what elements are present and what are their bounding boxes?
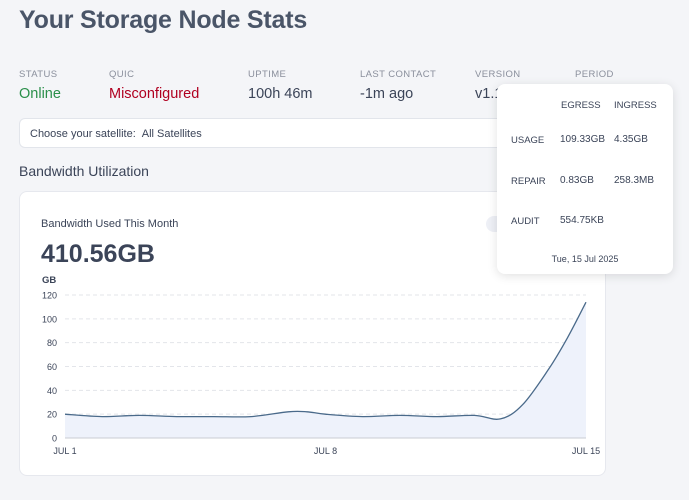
bandwidth-line bbox=[65, 302, 586, 419]
tooltip-row-label: USAGE bbox=[511, 135, 544, 146]
tooltip-row-label: REPAIR bbox=[511, 176, 546, 187]
stat-label: UPTIME bbox=[248, 69, 313, 80]
x-tick-label: JUL 15 bbox=[572, 446, 600, 456]
tooltip-usage-ingress: 4.35GB bbox=[614, 134, 648, 145]
satellite-selector[interactable]: Choose your satellite: All Satellites bbox=[19, 118, 559, 148]
chart-tooltip: EGRESS INGRESS USAGE 109.33GB 4.35GB REP… bbox=[497, 84, 673, 274]
y-tick-label: 120 bbox=[42, 291, 57, 301]
quic-value: Misconfigured bbox=[109, 86, 199, 102]
stat-label: STATUS bbox=[19, 69, 61, 80]
stat-label: LAST CONTACT bbox=[360, 69, 436, 80]
tooltip-repair-ingress: 258.3MB bbox=[614, 175, 654, 186]
y-tick-label: 80 bbox=[47, 338, 57, 348]
stat-label: PERIOD bbox=[575, 69, 614, 80]
y-tick-label: 60 bbox=[47, 362, 57, 372]
stat-label: QUIC bbox=[109, 69, 199, 80]
bandwidth-section-title: Bandwidth Utilization bbox=[19, 163, 149, 179]
satellite-prompt: Choose your satellite: bbox=[30, 128, 136, 140]
tooltip-header-ingress: INGRESS bbox=[614, 100, 657, 111]
x-tick-label: JUL 8 bbox=[314, 446, 337, 456]
status-value: Online bbox=[19, 86, 61, 102]
stat-uptime: UPTIME 100h 46m bbox=[248, 69, 313, 102]
tooltip-row-label: AUDIT bbox=[511, 216, 540, 227]
tooltip-header-egress: EGRESS bbox=[561, 100, 601, 111]
y-axis-label: GB bbox=[42, 275, 56, 286]
tooltip-repair-egress: 0.83GB bbox=[560, 175, 594, 186]
x-tick-label: JUL 1 bbox=[53, 446, 76, 456]
tooltip-usage-egress: 109.33GB bbox=[560, 134, 605, 145]
y-tick-label: 40 bbox=[47, 386, 57, 396]
stat-status: STATUS Online bbox=[19, 69, 61, 102]
stat-last-contact: LAST CONTACT -1m ago bbox=[360, 69, 436, 102]
page-title: Your Storage Node Stats bbox=[19, 6, 307, 35]
y-tick-label: 0 bbox=[52, 434, 57, 444]
uptime-value: 100h 46m bbox=[248, 86, 313, 102]
stat-label: VERSION bbox=[475, 69, 521, 80]
tooltip-date: Tue, 15 Jul 2025 bbox=[497, 254, 673, 264]
last-contact-value: -1m ago bbox=[360, 86, 436, 102]
tooltip-audit-egress: 554.75KB bbox=[560, 215, 604, 226]
y-tick-label: 20 bbox=[47, 410, 57, 420]
satellite-selected-value[interactable]: All Satellites bbox=[142, 128, 202, 140]
bandwidth-area bbox=[65, 302, 586, 438]
y-tick-label: 100 bbox=[42, 314, 57, 324]
stat-quic: QUIC Misconfigured bbox=[109, 69, 199, 102]
